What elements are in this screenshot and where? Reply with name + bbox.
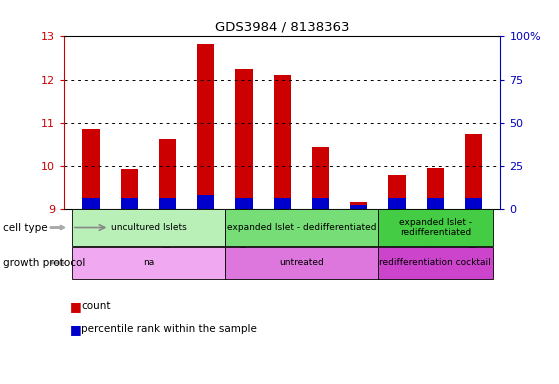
Bar xyxy=(72,247,225,279)
Text: count: count xyxy=(81,301,111,311)
Bar xyxy=(350,202,367,209)
Title: GDS3984 / 8138363: GDS3984 / 8138363 xyxy=(215,21,349,34)
Bar xyxy=(197,44,215,209)
Bar xyxy=(389,198,406,209)
Bar xyxy=(465,134,482,209)
Bar xyxy=(274,198,291,209)
Bar xyxy=(121,169,138,209)
Text: na: na xyxy=(143,258,154,267)
Bar xyxy=(427,198,444,209)
Bar xyxy=(159,198,176,209)
Bar xyxy=(225,247,378,279)
Text: growth protocol: growth protocol xyxy=(3,258,85,268)
Bar xyxy=(82,198,100,209)
Bar xyxy=(225,209,378,246)
Text: ■: ■ xyxy=(70,300,82,313)
Bar xyxy=(465,198,482,209)
Text: expanded Islet - dedifferentiated: expanded Islet - dedifferentiated xyxy=(226,223,376,232)
Bar xyxy=(121,198,138,209)
Bar xyxy=(312,198,329,209)
Bar xyxy=(378,247,492,279)
Bar xyxy=(235,198,253,209)
Text: redifferentiation cocktail: redifferentiation cocktail xyxy=(380,258,491,267)
Bar xyxy=(197,195,215,209)
Bar xyxy=(312,147,329,209)
Bar xyxy=(389,175,406,209)
Bar xyxy=(350,205,367,209)
Bar xyxy=(82,129,100,209)
Text: cell type: cell type xyxy=(3,222,48,233)
Bar xyxy=(378,209,492,246)
Bar xyxy=(427,168,444,209)
Text: untreated: untreated xyxy=(279,258,324,267)
Bar xyxy=(235,69,253,209)
Text: ■: ■ xyxy=(70,323,82,336)
Bar xyxy=(72,209,225,246)
Bar xyxy=(159,139,176,209)
Text: percentile rank within the sample: percentile rank within the sample xyxy=(81,324,257,334)
Bar xyxy=(274,75,291,209)
Text: expanded Islet -
redifferentiated: expanded Islet - redifferentiated xyxy=(399,218,472,237)
Text: uncultured Islets: uncultured Islets xyxy=(111,223,186,232)
